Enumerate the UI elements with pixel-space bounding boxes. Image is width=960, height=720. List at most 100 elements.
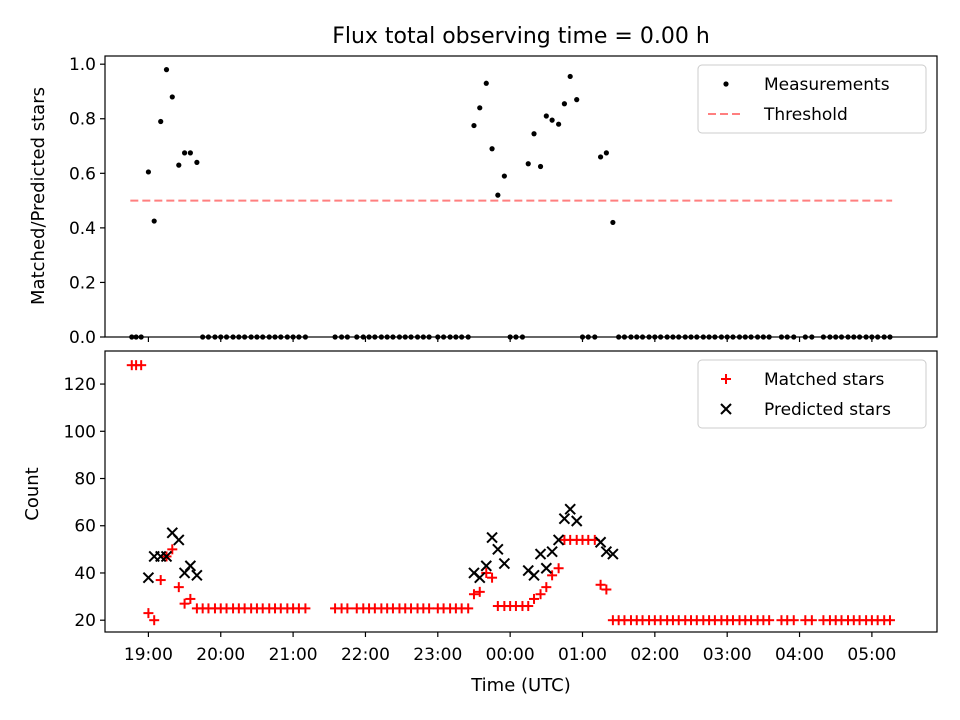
predicted-stars-point — [492, 543, 504, 556]
matched-stars-point — [487, 572, 498, 583]
measurement-point — [408, 334, 414, 340]
measurement-point — [260, 334, 266, 340]
measurement-point — [272, 334, 278, 340]
marker-stroke — [552, 534, 565, 546]
measurement-point — [489, 146, 495, 152]
measurement-point — [205, 334, 212, 340]
measurement-point — [495, 192, 501, 198]
measurement-point — [471, 122, 477, 129]
y-tick-label: 40 — [74, 564, 96, 584]
measurement-point — [181, 150, 188, 156]
measurement-point — [296, 334, 302, 340]
measurement-point — [176, 162, 182, 168]
measurement-point — [223, 334, 230, 340]
matched-stars-point — [481, 567, 492, 578]
measurement-point — [621, 334, 628, 340]
predicted-stars-point — [191, 569, 203, 582]
measurement-point — [845, 334, 851, 340]
measurement-point — [483, 80, 489, 86]
measurement-point — [129, 334, 135, 340]
marker-stroke — [184, 560, 197, 572]
marker-stroke — [546, 546, 558, 558]
matched-stars-point — [463, 603, 474, 614]
measurement-point — [688, 334, 694, 340]
measurement-point — [585, 334, 591, 340]
measurement-point — [218, 334, 224, 340]
marker-stroke — [522, 564, 534, 577]
y-tick-label: 80 — [74, 470, 96, 490]
marker-stroke — [720, 403, 732, 415]
measurement-point — [158, 118, 164, 125]
legend-label: Threshold — [763, 105, 848, 125]
measurement-point — [151, 218, 157, 224]
measurement-point — [616, 334, 622, 340]
measurement-point — [597, 154, 604, 160]
matched-stars-point — [529, 593, 540, 604]
measurement-point — [610, 219, 616, 226]
predicted-stars-point — [184, 560, 197, 572]
measurement-point — [887, 334, 893, 340]
marker-stroke — [474, 571, 486, 584]
measurement-point — [556, 121, 562, 127]
matched-stars-point — [535, 589, 546, 600]
measurement-point — [302, 334, 309, 340]
matched-stars-point — [143, 608, 154, 619]
predicted-stars-point — [142, 571, 155, 584]
predicted-stars-point — [600, 546, 613, 558]
measurement-point — [730, 334, 736, 340]
matched-stars-point — [764, 615, 775, 626]
measurement-point — [809, 334, 815, 340]
measurement-point — [354, 334, 360, 340]
matched-stars-point — [553, 563, 564, 574]
measurement-point — [242, 334, 248, 340]
predicted-stars-point — [474, 571, 486, 584]
measurement-point — [658, 334, 664, 340]
measurement-point — [543, 113, 549, 119]
measurement-point — [200, 334, 206, 340]
predicted-stars-point — [528, 569, 540, 582]
marker-stroke — [528, 569, 540, 582]
matched-stars-point — [595, 579, 606, 590]
marker-stroke — [142, 571, 155, 584]
measurement-point — [574, 97, 580, 103]
matched-stars-point — [541, 582, 552, 593]
y-tick-label: 120 — [64, 375, 96, 395]
legend-box — [697, 359, 927, 429]
measurement-point — [501, 173, 507, 179]
marker-stroke — [571, 515, 583, 527]
measurement-point — [447, 334, 453, 340]
measurement-point — [694, 334, 700, 340]
marker-stroke — [607, 548, 619, 560]
measurement-point — [360, 334, 366, 340]
y-tick-label: 100 — [64, 422, 96, 442]
y-tick-label: 0.8 — [69, 110, 96, 130]
marker-stroke — [540, 562, 553, 574]
legend-marker-measurements — [723, 81, 729, 87]
x-tick-label: 19:00 — [124, 645, 173, 665]
matched-stars-point — [342, 603, 353, 614]
predicted-stars-point — [480, 560, 492, 572]
marker-stroke — [492, 543, 504, 556]
measurement-point — [736, 334, 743, 340]
measurement-point — [459, 334, 465, 340]
measurement-point — [531, 131, 537, 137]
measurement-point — [145, 169, 152, 175]
measurement-point — [344, 334, 350, 340]
matched-stars-point — [474, 586, 485, 597]
measurement-point — [537, 163, 544, 170]
marker-stroke — [468, 567, 480, 579]
measurement-point — [169, 94, 175, 100]
measurement-point — [513, 334, 519, 340]
measurement-point — [875, 334, 881, 340]
predicted-stars-point — [594, 536, 607, 548]
matched-stars-point — [806, 615, 817, 626]
matched-stars-point — [149, 615, 160, 626]
predicted-stars-point — [558, 512, 571, 525]
measurement-point — [414, 334, 421, 340]
measurement-point — [851, 334, 857, 340]
legend-box — [697, 64, 927, 134]
measurement-point — [378, 334, 384, 340]
measurement-point — [465, 334, 471, 340]
legend: Matched stars Predicted stars — [697, 359, 927, 429]
